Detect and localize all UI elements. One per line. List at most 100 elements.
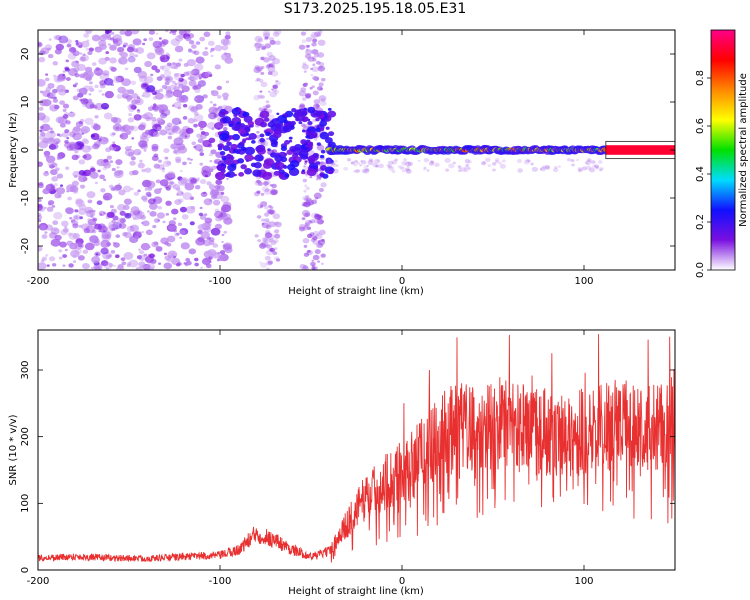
spectrogram-cell [38,112,46,121]
spectrogram-cell [320,161,324,165]
spectrogram-cell [222,126,228,131]
spectrogram-cell [254,154,264,162]
spectrogram-cell [64,207,73,214]
spectrogram-cell [47,200,55,206]
spectrogram-cell [307,130,318,139]
spectrogram-cell [130,206,140,214]
spectrogram-cell [132,169,139,176]
spectrogram-cell [261,222,265,225]
snr-y-tick-label: 300 [20,360,31,379]
spectrogram-cell [38,140,49,149]
spectrogram-cell [304,162,307,165]
spectrogram-cell [116,93,123,99]
spectrogram-cell [173,65,179,70]
snr-panel: -200 -100 0 100 0 100 200 300 Height of straig… [8,329,676,597]
spectrogram-cell [82,154,87,159]
spectrogram-cell [181,207,186,212]
spectrogram-cell [216,94,222,99]
spectrogram-cell [317,260,321,263]
spectrogram-cell [81,137,89,143]
spectrogram-cell [159,187,162,191]
spectrogram-cell [146,85,156,93]
spectrogram-cell [176,232,180,236]
spectrogram-cell [52,98,59,103]
spectrogram-x-axis-title: Height of straight line (km) [288,286,424,297]
spectrogram-cell [270,70,279,77]
spectrogram-cell [79,52,83,55]
spectrogram-cell [110,250,116,254]
spectrogram-cell [166,223,177,232]
spectrogram-cell [208,184,216,190]
spectrogram-cell [155,92,164,100]
spectrogram-cell [300,87,307,93]
spectrogram-cell [87,218,97,226]
spectrogram-cell [149,211,157,217]
spectrogram-cell [118,60,122,64]
spectrogram-cell [84,242,95,251]
spectrogram-cell [53,138,61,144]
spectrogram-cell [144,60,153,68]
spectrogram-cell [218,132,230,141]
spectrogram-cell [311,42,317,47]
spectrogram-cell [131,137,135,140]
spectrogram-cell [137,152,141,155]
spectrogram-cell [49,92,56,98]
spectrogram-cell [79,216,83,220]
spectrogram-cell [126,46,135,53]
spectrogram-cell [169,84,177,91]
spectrogram-cell [61,124,64,127]
spectrogram-cell [230,143,239,151]
spectrogram-cell [74,209,79,213]
spectrogram-cell [212,107,221,115]
spectrogram-cell [117,46,125,53]
spectrogram-cell [185,127,194,134]
spectrogram-cell [142,220,150,227]
spectrogram-cell [525,158,530,162]
spectrogram-cell [103,112,113,120]
spectrogram-cell [219,151,226,156]
spectrogram-cell [152,96,158,100]
spectrogram-cell [122,44,127,48]
spectrogram-cell [40,47,50,55]
spectrogram-cell [263,57,270,63]
spectrogram-cell [315,161,321,165]
spectrogram-cell [59,100,65,105]
spectrogram-cell [91,34,101,42]
spectrogram-cell [75,60,79,64]
spectrogram-cell [52,220,59,226]
spectrogram-cell [214,64,221,70]
spectrogram-cell [330,161,335,166]
spectrogram-cell [256,130,260,134]
spectrogram-cell [126,264,131,268]
spectrogram-cell [261,222,269,229]
spectrogram-cell [114,184,122,191]
spectrogram-cell [266,51,273,57]
spectrogram-cell [194,184,201,190]
colorbar-tick-label: 0.4 [695,166,706,182]
spectrogram-cell [138,140,148,148]
spectrogram-cell [184,30,191,34]
spectrogram-cell [97,169,101,173]
spectrogram-cell [115,126,120,130]
spectrogram-cell [312,63,316,67]
spectrogram-cell [56,157,60,161]
spectrogram-cell [210,227,221,236]
spectrogram-cell [110,37,115,41]
spectrogram-cell [179,169,183,173]
spectrogram-cell [264,36,269,40]
spectrogram-cell [121,261,127,266]
spectrogram-cell [105,254,111,259]
spectrogram-cell [198,73,204,79]
spectrogram-cell [275,80,281,86]
spectrogram-cell [166,62,172,66]
spectrogram-cell [38,78,46,87]
spectrogram-cell [276,258,281,262]
spectrogram-cell [268,55,276,62]
spectrogram-cell [125,125,134,133]
spectrogram-cell [157,219,161,222]
spectrogram-cell [172,150,178,154]
spectrogram-cell [164,241,169,246]
spectrogram-cell [55,167,60,171]
spectrogram-cell [257,203,263,209]
spectrogram-cell [288,139,293,143]
